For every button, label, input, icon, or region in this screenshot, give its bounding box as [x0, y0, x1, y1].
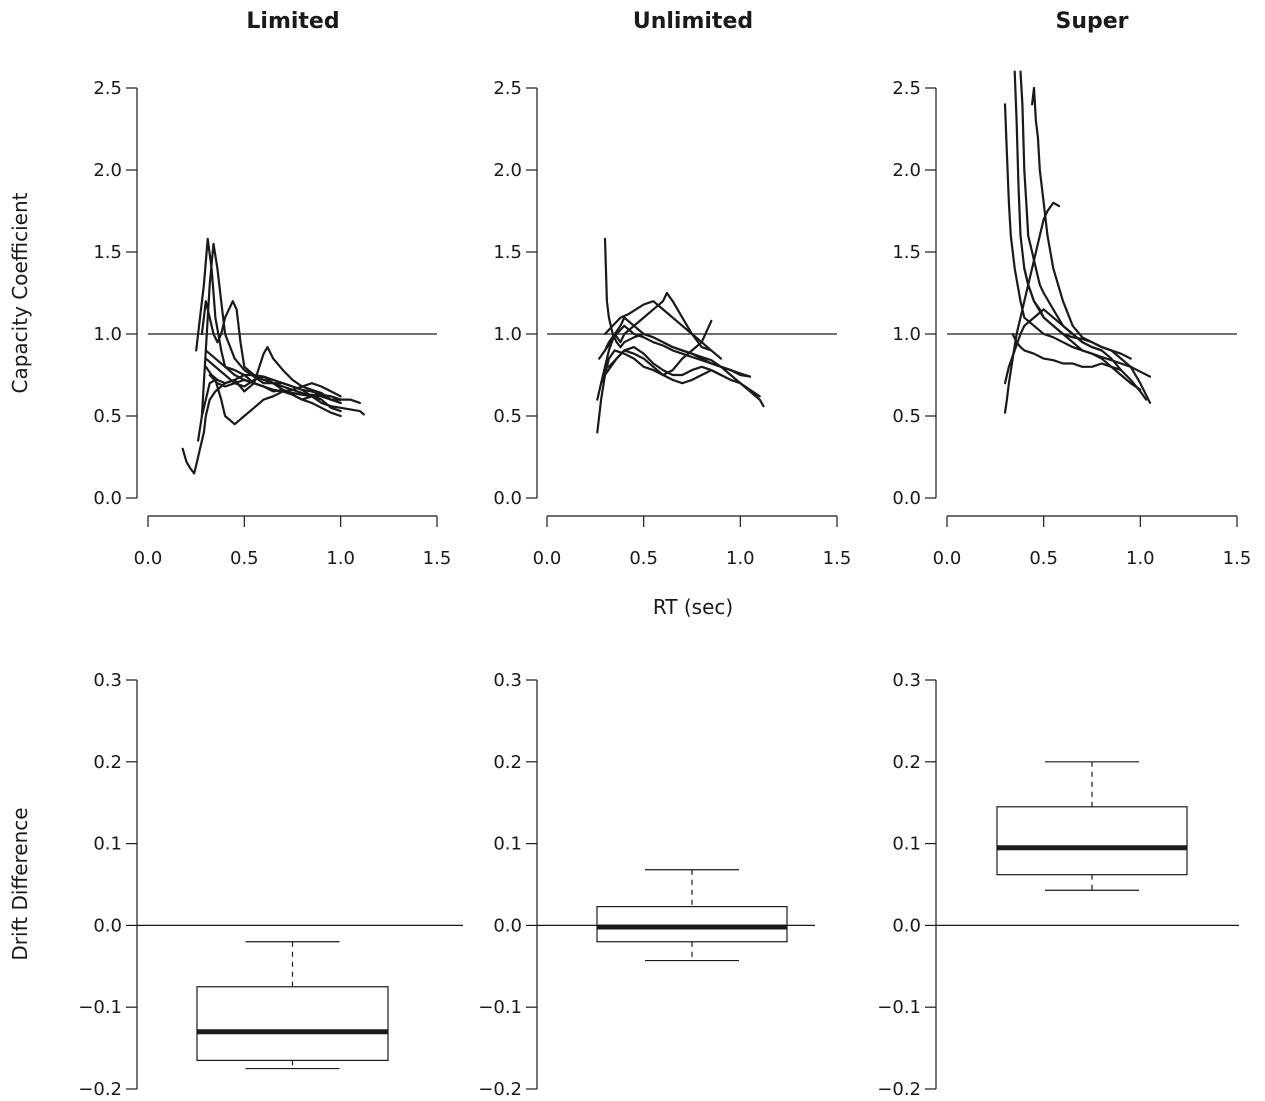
capacity-panel-unlimited: 0.0 0.5 1.0 1.5 2.0 2.5 0.0 0.5 1.0 1.5: [493, 78, 851, 569]
x-axis-label: RT (sec): [653, 595, 733, 619]
iqr-box: [996, 806, 1188, 876]
y-tick-label: −0.1: [478, 997, 522, 1018]
y-tick-label: 2.5: [892, 78, 921, 99]
y-tick-label: 0.2: [493, 752, 522, 773]
y-tick-label: 0.3: [493, 670, 522, 691]
y-tick-label: 0.0: [493, 915, 522, 936]
capacity-curve-2: [1013, 70, 1142, 391]
y-tick-label: 0.0: [892, 488, 921, 509]
panel-title-super: Super: [1055, 9, 1128, 34]
y-tick-label: −0.1: [78, 997, 122, 1018]
x-tick-label: 0.0: [134, 548, 163, 569]
capacity-curve-8: [208, 373, 342, 401]
x-tick-label: 0.5: [1029, 548, 1058, 569]
y-tick-label: 1.5: [93, 242, 122, 263]
x-tick-label: 0.5: [230, 548, 259, 569]
capacity-curve-9: [204, 349, 342, 413]
y-tick-label: 2.0: [892, 160, 921, 181]
capacity-curve-6: [603, 324, 752, 378]
capacity-curve-1: [1003, 103, 1152, 378]
x-tick-label: 1.5: [423, 548, 452, 569]
y-axis-label-bottom: Drift Difference: [8, 807, 32, 960]
y-tick-label: 1.5: [493, 242, 522, 263]
y-tick-label: −0.1: [877, 997, 921, 1018]
y-tick-label: 0.2: [892, 752, 921, 773]
drift-panel-super: −0.2 −0.1 0.0 0.1 0.2 0.3: [877, 670, 1239, 1100]
y-axis-label-top: Capacity Coefficient: [8, 192, 32, 393]
capacity-curve-6: [1003, 308, 1103, 385]
y-tick-label: 2.5: [493, 78, 522, 99]
capacity-curve-8: [1023, 267, 1132, 360]
capacity-curve-7: [204, 357, 342, 418]
y-tick-label: 0.0: [892, 915, 921, 936]
y-tick-label: 0.0: [93, 915, 122, 936]
x-tick-label: 1.5: [1223, 548, 1252, 569]
y-tick-label: 0.0: [493, 488, 522, 509]
capacity-curve-7: [1011, 332, 1123, 372]
y-tick-label: 2.0: [493, 160, 522, 181]
y-tick-label: 0.0: [93, 488, 122, 509]
capacity-curve-3: [1019, 70, 1148, 401]
x-tick-label: 0.0: [533, 548, 562, 569]
y-tick-label: −0.2: [478, 1079, 522, 1100]
panel-title-limited: Limited: [246, 9, 339, 34]
y-tick-label: 0.2: [93, 752, 122, 773]
y-tick-label: −0.2: [877, 1079, 921, 1100]
x-tick-label: 1.0: [1126, 548, 1155, 569]
y-tick-label: 0.5: [93, 406, 122, 427]
capacity-curve-3: [596, 291, 713, 401]
panel-title-unlimited: Unlimited: [633, 9, 753, 34]
capacity-curve-4: [1031, 86, 1152, 404]
y-tick-label: 0.1: [892, 834, 921, 855]
panels: 0.0 0.5 1.0 1.5 2.0 2.5 0.0 0.5 1.0 1.5 0.0 0.5 1.0 1…: [78, 70, 1252, 1100]
y-tick-label: 1.0: [93, 324, 122, 345]
capacity-curve-8: [603, 300, 723, 360]
y-tick-label: 0.3: [892, 670, 921, 691]
drift-panel-limited: −0.2 −0.1 0.0 0.1 0.2 0.3: [78, 670, 463, 1100]
x-tick-label: 0.5: [629, 548, 658, 569]
y-tick-label: 0.1: [493, 834, 522, 855]
x-tick-label: 1.5: [823, 548, 852, 569]
x-tick-label: 0.0: [933, 548, 962, 569]
capacity-curve-5: [1003, 201, 1061, 414]
y-tick-label: 0.1: [93, 834, 122, 855]
y-tick-label: 1.0: [892, 324, 921, 345]
capacity-panel-limited: 0.0 0.5 1.0 1.5 2.0 2.5 0.0 0.5 1.0 1.5: [93, 78, 451, 569]
y-tick-label: 0.3: [93, 670, 122, 691]
drift-panel-unlimited: −0.2 −0.1 0.0 0.1 0.2 0.3: [478, 670, 815, 1100]
y-tick-label: 2.0: [93, 160, 122, 181]
x-tick-label: 1.0: [726, 548, 755, 569]
capacity-curve-6: [204, 346, 342, 401]
capacity-curve-7: [607, 349, 761, 398]
y-tick-label: 1.5: [892, 242, 921, 263]
capacity-curve-1: [181, 373, 342, 475]
y-tick-label: 0.5: [892, 406, 921, 427]
y-tick-label: 1.0: [493, 324, 522, 345]
iqr-box: [196, 986, 389, 1061]
x-tick-label: 1.0: [326, 548, 355, 569]
y-tick-label: −0.2: [78, 1079, 122, 1100]
y-tick-label: 0.5: [493, 406, 522, 427]
iqr-box: [596, 905, 788, 943]
capacity-panel-super: 0.0 0.5 1.0 1.5 2.0 2.5 0.0 0.5 1.0 1.5: [892, 70, 1252, 569]
y-tick-label: 2.5: [93, 78, 122, 99]
